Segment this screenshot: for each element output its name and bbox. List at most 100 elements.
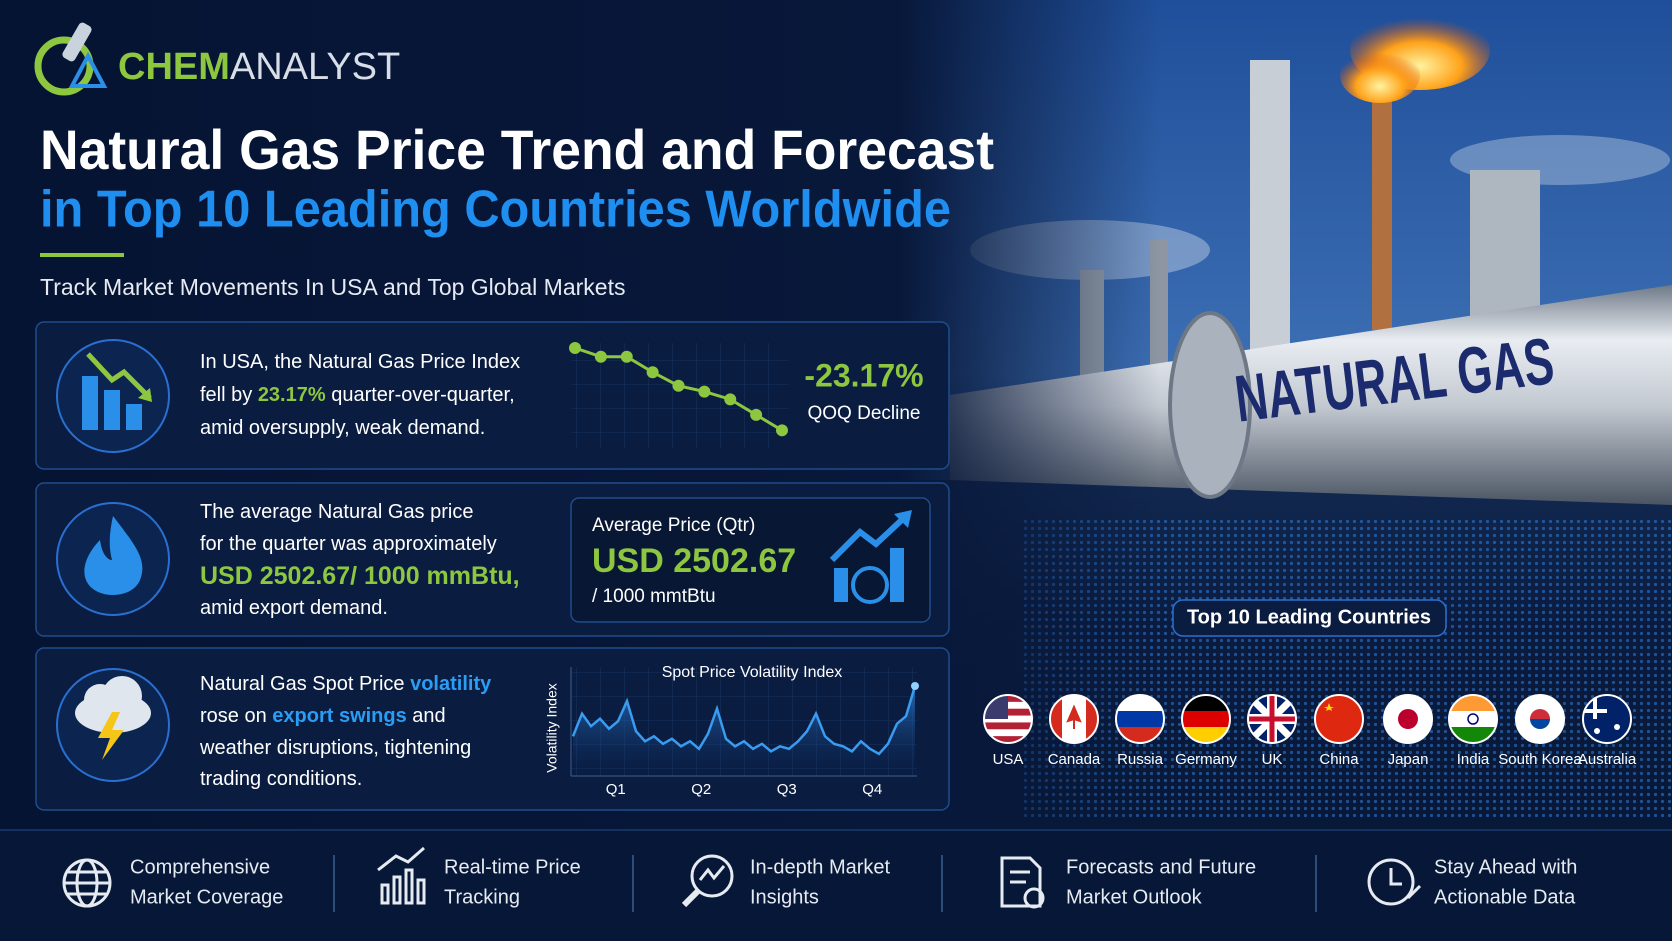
flag-ring xyxy=(983,694,1033,744)
flag-ring xyxy=(1582,694,1632,744)
brand: CHEMANALYST xyxy=(118,46,400,88)
card-text: amid export demand. xyxy=(200,597,388,619)
text-segment: rose on xyxy=(200,705,272,727)
accent-line xyxy=(40,253,124,257)
brand-part: ANALYST xyxy=(230,46,400,88)
feature-text: Tracking xyxy=(444,886,520,908)
box-value: USD 2502.67 xyxy=(592,542,796,580)
feature-text: Forecasts and Future xyxy=(1066,856,1256,878)
feature-text: Comprehensive xyxy=(130,856,270,878)
box-title: Average Price (Qtr) xyxy=(592,515,755,536)
flag-ring xyxy=(1049,694,1099,744)
x-tick-label: Q3 xyxy=(777,781,797,798)
flag-ring xyxy=(1247,694,1297,744)
flag-part xyxy=(1116,711,1164,728)
country-name: Germany xyxy=(1175,751,1237,768)
decline-point xyxy=(569,342,581,354)
flags xyxy=(983,694,1632,744)
box-unit: / 1000 mmtBtu xyxy=(592,586,716,607)
stat-label: QOQ Decline xyxy=(808,403,921,424)
x-tick-label: Q4 xyxy=(862,781,882,798)
countries-title: Top 10 Leading Countries xyxy=(1187,606,1431,628)
country-name: Russia xyxy=(1117,751,1164,768)
feature-text: Stay Ahead with xyxy=(1434,856,1577,878)
decline-point xyxy=(724,393,737,406)
text-segment: trading conditions. xyxy=(200,768,362,790)
logo-icon xyxy=(34,22,108,96)
decline-point xyxy=(594,350,607,363)
flag-ring xyxy=(1115,694,1165,744)
flag-part xyxy=(984,722,1032,730)
decline-point xyxy=(750,408,763,421)
x-tick-label: Q2 xyxy=(691,781,711,798)
card-text: for the quarter was approximately xyxy=(200,533,497,555)
flag-part xyxy=(1066,704,1082,729)
flag-part xyxy=(1324,703,1334,711)
flag xyxy=(1248,695,1296,743)
decline-point xyxy=(698,385,711,398)
flag-part xyxy=(1530,719,1550,729)
text-segment: In USA, the Natural Gas Price Index xyxy=(200,351,520,373)
flag xyxy=(1315,695,1363,743)
country-name: Japan xyxy=(1388,751,1429,768)
footer-icons xyxy=(62,846,1422,909)
text-segment: volatility xyxy=(410,673,492,695)
flag-ring xyxy=(1383,694,1433,744)
text-segment: Natural Gas Spot Price xyxy=(200,673,410,695)
card-text: amid oversupply, weak demand. xyxy=(200,417,485,439)
footer-separators xyxy=(333,855,1317,912)
text-segment: and xyxy=(407,705,446,727)
volatility-line xyxy=(571,685,917,756)
flag-part xyxy=(1074,695,1087,743)
text-segment: weather disruptions, tightening xyxy=(199,737,471,759)
feature-text: Actionable Data xyxy=(1434,886,1576,908)
decline-point xyxy=(672,379,685,392)
flag-part xyxy=(1614,724,1620,730)
volatility-end xyxy=(911,682,919,690)
text-segment: amid export demand. xyxy=(200,597,388,619)
card-text: trading conditions. xyxy=(200,768,362,790)
flag xyxy=(1384,695,1432,743)
text-segment: export swings xyxy=(272,705,406,727)
title: Natural Gas Price Trend and Forecast xyxy=(40,118,994,181)
text-segment: The average Natural Gas price xyxy=(200,501,473,523)
card-text: USD 2502.67/ 1000 mmBtu, xyxy=(200,562,520,590)
feature-text: Market Coverage xyxy=(130,886,283,908)
y-axis-label: Volatility Index xyxy=(544,683,560,773)
flag-ring xyxy=(1515,694,1565,744)
text-segment: fell by xyxy=(200,384,258,406)
country-name: China xyxy=(1319,751,1359,768)
feature-text: Real-time Price xyxy=(444,856,581,878)
flag-part xyxy=(1248,695,1296,743)
flag xyxy=(1583,695,1631,743)
flag-ring xyxy=(1181,694,1231,744)
card-text: rose on export swings and xyxy=(200,705,446,727)
flag-part xyxy=(1583,695,1631,743)
card-text: In USA, the Natural Gas Price Index xyxy=(200,351,520,373)
title-line2: in Top 10 Leading Countries Worldwide xyxy=(40,181,951,239)
decline-point xyxy=(620,350,633,363)
feature-text: Insights xyxy=(750,886,819,908)
x-tick-label: Q1 xyxy=(606,781,626,798)
flag-part xyxy=(984,729,1032,737)
card-text: fell by 23.17% quarter-over-quarter, xyxy=(200,384,515,406)
stat-value: -23.17% xyxy=(804,357,923,393)
country-name: Australia xyxy=(1578,751,1637,768)
text-segment: for the quarter was approximately xyxy=(200,533,497,555)
feature-text: In-depth Market xyxy=(750,856,891,878)
brand-part: CHEM xyxy=(118,46,230,88)
decline-point xyxy=(646,366,659,379)
flag-part xyxy=(1594,728,1600,734)
decline-point xyxy=(776,424,788,437)
flag-part xyxy=(1315,695,1363,743)
text-segment: 23.17% xyxy=(258,384,326,406)
flag-part xyxy=(1467,713,1479,725)
flag-part xyxy=(984,736,1032,743)
flag-part xyxy=(1398,709,1418,729)
card-text: weather disruptions, tightening xyxy=(199,737,471,759)
flag-part xyxy=(1449,711,1497,728)
country-name: UK xyxy=(1262,751,1283,768)
flag-part xyxy=(1182,711,1230,728)
card-text: Natural Gas Spot Price volatility xyxy=(200,673,492,695)
